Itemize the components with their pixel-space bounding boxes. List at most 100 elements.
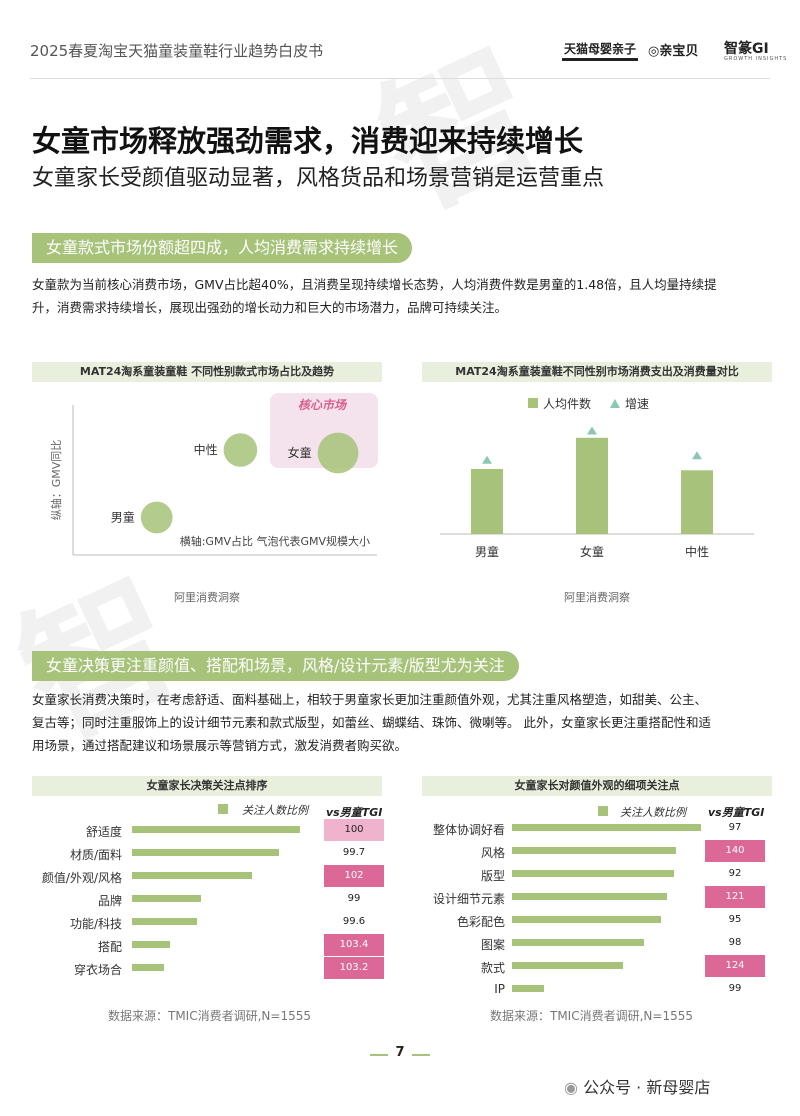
bar-per-capita-2 bbox=[681, 470, 713, 534]
bubble-label-2: 女童 bbox=[288, 445, 312, 460]
tgi-value: 99.6 bbox=[342, 916, 366, 927]
page-title: 女童市场释放强劲需求，消费迎来持续增长 bbox=[32, 124, 584, 158]
chart1-source: 阿里消费洞察 bbox=[174, 590, 240, 604]
legend-swatch-per-capita bbox=[528, 398, 538, 408]
row-bar bbox=[132, 826, 300, 833]
zhixiang-logo: 智篆GI bbox=[724, 41, 769, 57]
section2-paragraph: 女童家长消费决策时，在考虑舒适、面料基础上，相较于男童家长更加注重颜值外观，尤其… bbox=[32, 692, 711, 753]
marker-growth-1 bbox=[587, 426, 597, 435]
tgi-value: 95 bbox=[728, 914, 742, 925]
row-label: 穿衣场合 bbox=[73, 963, 122, 977]
marker-growth-0 bbox=[482, 455, 492, 464]
row-label: 搭配 bbox=[97, 940, 122, 954]
row-bar bbox=[132, 918, 198, 925]
row-bar bbox=[512, 893, 668, 900]
row-label: 颜值/外观/风格 bbox=[41, 871, 122, 885]
chart3-source: 数据来源：TMIC消费者调研,N=1555 bbox=[108, 1009, 311, 1023]
tgi-value: 121 bbox=[705, 886, 765, 908]
bar-per-capita-0 bbox=[471, 469, 503, 534]
chart3-title: 女童家长决策关注点排序 bbox=[32, 776, 382, 796]
row-bar bbox=[512, 916, 662, 923]
row-bar bbox=[512, 824, 701, 831]
spending-bar-chart: 人均件数 增速 男童 女童 中性 阿里消费洞察 bbox=[440, 396, 754, 604]
row-bar bbox=[132, 941, 170, 948]
qbb-logo: ◎亲宝贝 bbox=[648, 44, 699, 59]
page-number-line-left bbox=[370, 1054, 388, 1056]
tgi-value: 97 bbox=[728, 822, 742, 833]
marker-growth-2 bbox=[692, 451, 702, 460]
page-number-line-right bbox=[412, 1054, 430, 1056]
tgi-value: 99.7 bbox=[342, 847, 366, 858]
tgi-value: 98 bbox=[728, 937, 742, 948]
row-label: 整体协调好看 bbox=[432, 823, 505, 837]
row-label: 材质/面料 bbox=[69, 848, 122, 862]
row-label: 款式 bbox=[480, 961, 505, 975]
bubble-0 bbox=[140, 501, 173, 534]
core-market-annotation: 核心市场 bbox=[298, 398, 348, 412]
tgi-value: 102 bbox=[324, 865, 384, 887]
row-label: 图案 bbox=[480, 938, 505, 952]
section2-heading: 女童决策更注重颜值、搭配和场景，风格/设计元素/版型尤为关注 bbox=[32, 651, 519, 681]
tgi-value: 103.4 bbox=[324, 934, 384, 956]
chart4-legend-swatch bbox=[598, 806, 608, 816]
row-bar bbox=[132, 872, 252, 879]
tgi-value: 140 bbox=[705, 840, 765, 862]
footer-brand: ◉ 公众号 · 新母婴店 bbox=[564, 1078, 711, 1097]
row-label: 设计细节元素 bbox=[432, 892, 505, 906]
wechat-icon: ◉ bbox=[564, 1078, 578, 1097]
bubble-1 bbox=[223, 433, 258, 467]
page-subtitle: 女童家长受颜值驱动显著，风格货品和场景营销是运营重点 bbox=[32, 166, 605, 191]
legend-growth: 增速 bbox=[625, 397, 649, 411]
chart2-title: MAT24淘系童装童鞋不同性别市场消费支出及消费量对比 bbox=[422, 362, 772, 382]
chart3-legend: 关注人数比例 bbox=[242, 804, 308, 817]
legend-swatch-growth bbox=[610, 399, 620, 408]
row-label: 品牌 bbox=[97, 894, 122, 908]
row-bar bbox=[132, 849, 279, 856]
document-title: 2025春夏淘宝天猫童装童鞋行业趋势白皮书 bbox=[30, 42, 324, 60]
row-bar bbox=[512, 939, 645, 946]
category-label-2: 中性 bbox=[685, 544, 709, 559]
page-number: 7 bbox=[395, 1045, 405, 1060]
row-label: 版型 bbox=[480, 869, 505, 883]
x-axis-label: 横轴:GMV占比 气泡代表GMV规模大小 bbox=[180, 534, 370, 548]
category-label-1: 女童 bbox=[580, 544, 604, 559]
section1-paragraph: 女童款为当前核心消费市场，GMV占比超40%，且消费呈现持续增长态势，人均消费件… bbox=[32, 277, 717, 315]
chart4-title: 女童家长对颜值外观的细项关注点 bbox=[422, 776, 772, 796]
bar-per-capita-1 bbox=[576, 437, 608, 534]
chart3-legend-swatch bbox=[218, 804, 228, 814]
chart1-title: MAT24淘系童装童鞋 不同性别款式市场占比及趋势 bbox=[32, 362, 382, 382]
bubble-chart: 核心市场 纵轴：GMV同比 男童 中性 女童 横轴:GMV占比 气泡代表GMV规模大… bbox=[49, 393, 378, 604]
tgi-value: 124 bbox=[705, 955, 765, 977]
chart3-tgi-header: vs男童TGI bbox=[326, 806, 383, 819]
row-bar bbox=[132, 895, 202, 902]
chart2-source: 阿里消费洞察 bbox=[564, 590, 630, 604]
row-label: 功能/科技 bbox=[69, 917, 122, 931]
chart4-legend: 关注人数比例 bbox=[620, 806, 686, 819]
row-label: IP bbox=[494, 982, 505, 996]
tgi-value: 103.2 bbox=[324, 957, 384, 979]
tgi-value: 99 bbox=[347, 893, 361, 904]
row-bar bbox=[512, 985, 544, 992]
y-axis-label: 纵轴：GMV同比 bbox=[49, 440, 63, 521]
header-divider bbox=[30, 78, 770, 79]
section1-heading: 女童款式市场份额超四成，人均消费需求持续增长 bbox=[32, 233, 413, 263]
legend-per-capita: 人均件数 bbox=[543, 396, 591, 411]
tgi-value: 100 bbox=[324, 819, 384, 841]
row-bar bbox=[512, 870, 674, 877]
tgi-value: 92 bbox=[728, 868, 742, 879]
bubble-label-0: 男童 bbox=[111, 510, 135, 525]
row-bar bbox=[512, 962, 624, 969]
category-label-0: 男童 bbox=[475, 544, 499, 559]
row-label: 舒适度 bbox=[85, 825, 122, 839]
qbb-icon: ◎ bbox=[648, 44, 660, 59]
bubble-2 bbox=[317, 432, 359, 474]
bubble-label-1: 中性 bbox=[194, 442, 218, 457]
row-bar bbox=[132, 964, 164, 971]
chart4-tgi-header: vs男童TGI bbox=[708, 806, 765, 819]
chart4-source: 数据来源：TMIC消费者调研,N=1555 bbox=[490, 1009, 693, 1023]
row-bar bbox=[512, 847, 676, 854]
row-label: 风格 bbox=[480, 846, 505, 860]
tgi-value: 99 bbox=[728, 983, 742, 994]
zhixiang-logo-sub: GROWTH INSIGHTS bbox=[724, 56, 788, 62]
row-label: 色彩配色 bbox=[456, 915, 505, 929]
